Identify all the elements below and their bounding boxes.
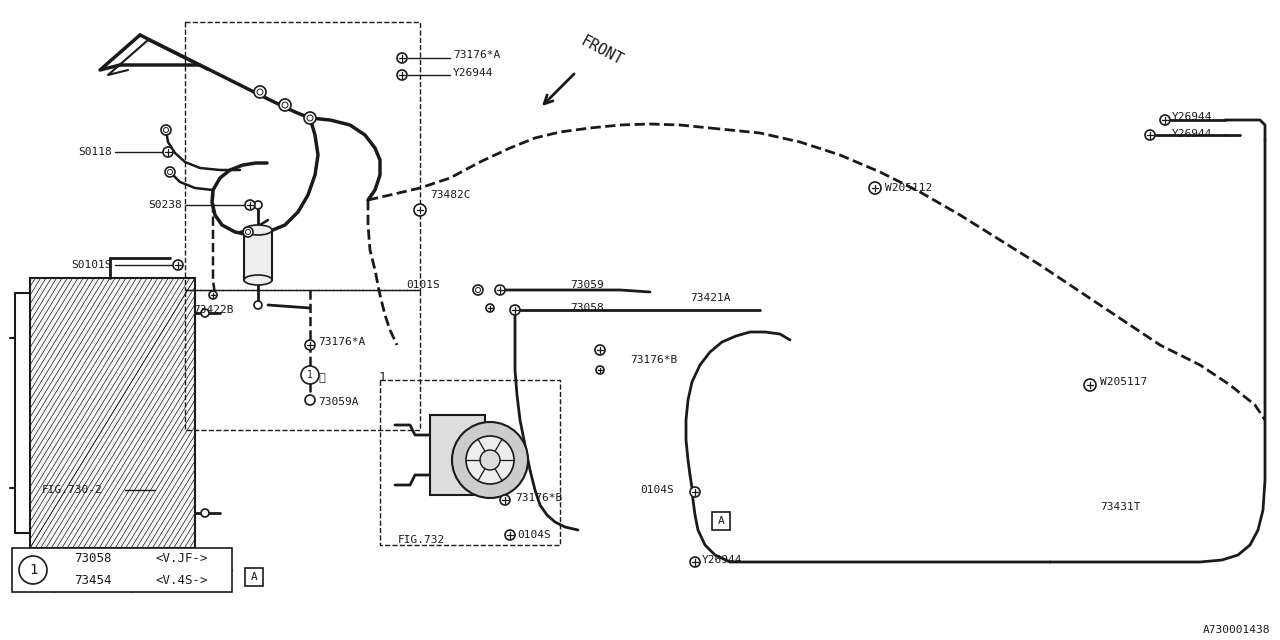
Circle shape <box>164 127 169 132</box>
Text: Y26944: Y26944 <box>453 68 494 78</box>
Text: Y26944: Y26944 <box>701 555 742 565</box>
Circle shape <box>257 89 262 95</box>
Ellipse shape <box>244 275 273 285</box>
Bar <box>430 415 485 495</box>
Text: <V.JF->: <V.JF-> <box>156 552 209 566</box>
Text: S0238: S0238 <box>148 200 182 210</box>
Circle shape <box>466 436 515 484</box>
Text: FRONT: FRONT <box>579 33 626 68</box>
Circle shape <box>475 287 480 292</box>
Text: 73422B: 73422B <box>193 305 233 315</box>
Text: 73176*B: 73176*B <box>515 493 562 503</box>
Text: ①: ① <box>317 373 325 383</box>
Circle shape <box>509 305 520 315</box>
Text: 0101S: 0101S <box>406 280 440 290</box>
Text: A730001438: A730001438 <box>1202 625 1270 635</box>
Text: 0104S: 0104S <box>517 530 550 540</box>
Bar <box>244 568 262 586</box>
Bar <box>244 230 273 280</box>
Circle shape <box>690 557 700 567</box>
Circle shape <box>168 170 173 175</box>
Text: 73058: 73058 <box>74 552 111 566</box>
Text: 0104S: 0104S <box>640 485 673 495</box>
Circle shape <box>869 182 881 194</box>
Text: 73176*B: 73176*B <box>630 355 677 365</box>
Circle shape <box>253 301 262 309</box>
Circle shape <box>413 204 426 216</box>
Text: 1: 1 <box>307 370 312 380</box>
Text: W205112: W205112 <box>884 183 932 193</box>
Text: 1: 1 <box>29 563 37 577</box>
Circle shape <box>500 495 509 505</box>
Circle shape <box>244 200 255 210</box>
Circle shape <box>1160 115 1170 125</box>
Circle shape <box>253 201 262 209</box>
Circle shape <box>301 366 319 384</box>
Circle shape <box>279 99 291 111</box>
Circle shape <box>690 487 700 497</box>
Circle shape <box>506 530 515 540</box>
Circle shape <box>201 309 209 317</box>
Text: FIG.730-2: FIG.730-2 <box>42 485 102 495</box>
Circle shape <box>209 291 218 299</box>
Text: 73176*A: 73176*A <box>317 337 365 347</box>
Circle shape <box>243 227 253 237</box>
Text: 73058: 73058 <box>570 303 604 313</box>
Circle shape <box>253 86 266 98</box>
Circle shape <box>161 125 172 135</box>
Text: 73431T: 73431T <box>1100 502 1140 512</box>
Text: 73176*A: 73176*A <box>453 50 500 60</box>
Circle shape <box>305 112 316 124</box>
Text: FIG.732: FIG.732 <box>398 535 445 545</box>
Bar <box>712 512 730 530</box>
Circle shape <box>474 285 483 295</box>
Text: Y26944: Y26944 <box>1172 112 1212 122</box>
Circle shape <box>173 260 183 270</box>
Circle shape <box>397 70 407 80</box>
Circle shape <box>1146 130 1155 140</box>
Text: S0101S: S0101S <box>72 260 113 270</box>
Circle shape <box>495 285 506 295</box>
Circle shape <box>201 509 209 517</box>
Circle shape <box>596 366 604 374</box>
Text: 73454: 73454 <box>74 575 111 588</box>
Circle shape <box>595 345 605 355</box>
Text: 73482C: 73482C <box>430 190 471 200</box>
Ellipse shape <box>244 225 273 235</box>
Circle shape <box>246 230 251 234</box>
Circle shape <box>282 102 288 108</box>
Text: S0118: S0118 <box>78 147 113 157</box>
Circle shape <box>397 53 407 63</box>
Text: 1: 1 <box>379 371 385 383</box>
Circle shape <box>452 422 529 498</box>
Bar <box>29 278 195 548</box>
Circle shape <box>307 115 314 121</box>
Circle shape <box>480 450 500 470</box>
Circle shape <box>305 340 315 350</box>
Circle shape <box>486 304 494 312</box>
Circle shape <box>165 167 175 177</box>
Circle shape <box>19 556 47 584</box>
Text: <V.4S->: <V.4S-> <box>156 575 209 588</box>
Text: 73059: 73059 <box>570 280 604 290</box>
Text: 73059A: 73059A <box>317 397 358 407</box>
Text: W205117: W205117 <box>1100 377 1147 387</box>
Circle shape <box>305 395 315 405</box>
Text: Y26944: Y26944 <box>1172 129 1212 139</box>
Text: 73421A: 73421A <box>690 293 731 303</box>
Text: A: A <box>718 516 724 526</box>
Text: A: A <box>251 572 257 582</box>
Circle shape <box>1084 379 1096 391</box>
Bar <box>12 548 232 592</box>
Circle shape <box>163 147 173 157</box>
